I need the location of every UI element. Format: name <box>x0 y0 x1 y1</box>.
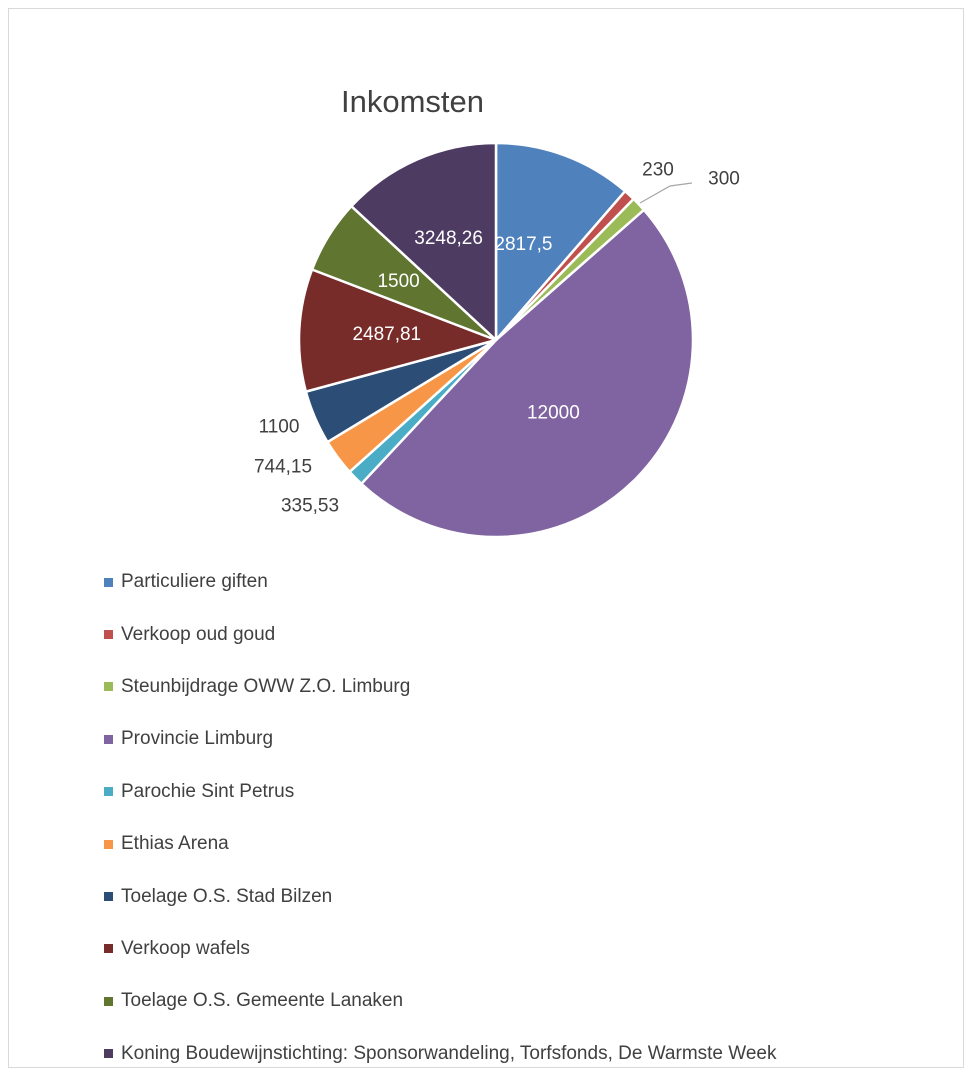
data-label-toelage-o-s-gemeente-lanaken: 1500 <box>377 271 419 292</box>
legend-item-toelage-o-s-stad-bilzen: Toelage O.S. Stad Bilzen <box>104 870 777 922</box>
pie-slice-koning-boudewijnstichting-sponsorwandeling-torfsfonds-de-warmste-week <box>350 141 498 342</box>
legend-swatch <box>104 1049 113 1059</box>
legend-swatch <box>104 839 113 849</box>
legend-swatch <box>104 630 113 640</box>
legend-label: Parochie Sint Petrus <box>121 780 295 802</box>
data-label-verkoop-wafels: 2487,81 <box>352 324 421 345</box>
legend-item-particuliere-giften: Particuliere giften <box>104 556 777 608</box>
legend-swatch <box>104 892 113 902</box>
legend-swatch <box>104 734 113 744</box>
leader-line-steunbijdrage-oww-z-o-limburg <box>639 182 693 204</box>
legend-item-toelage-o-s-gemeente-lanaken: Toelage O.S. Gemeente Lanaken <box>104 975 777 1027</box>
legend-swatch <box>104 682 113 692</box>
data-label-parochie-sint-petrus: 335,53 <box>281 496 339 517</box>
legend-label: Verkoop oud goud <box>121 623 276 645</box>
legend-label: Toelage O.S. Gemeente Lanaken <box>121 990 404 1012</box>
data-label-koning-boudewijnstichting-sponsorwandeling-torfsfonds-de-warmste-week: 3248,26 <box>414 228 483 249</box>
data-label-ethias-arena: 744,15 <box>254 457 312 478</box>
legend-label: Ethias Arena <box>121 833 229 855</box>
legend-label: Provincie Limburg <box>121 728 274 750</box>
data-label-toelage-o-s-stad-bilzen: 1100 <box>259 417 300 438</box>
legend-label: Particuliere giften <box>121 571 268 593</box>
legend-item-steunbijdrage-oww-z-o-limburg: Steunbijdrage OWW Z.O. Limburg <box>104 661 777 713</box>
chart-title: Inkomsten <box>340 84 484 119</box>
data-label-verkoop-oud-goud: 230 <box>642 160 674 181</box>
legend-item-ethias-arena: Ethias Arena <box>104 818 777 870</box>
pie-slice-particuliere-giften <box>494 141 627 342</box>
legend-label: Koning Boudewijnstichting: Sponsorwandel… <box>121 1042 777 1064</box>
legend-swatch <box>104 577 113 587</box>
legend-item-parochie-sint-petrus: Parochie Sint Petrus <box>104 766 777 818</box>
pie-slice-provincie-limburg <box>360 208 695 539</box>
legend-label: Steunbijdrage OWW Z.O. Limburg <box>121 675 411 697</box>
legend-swatch <box>104 787 113 797</box>
data-label-particuliere-giften: 2817,5 <box>494 234 552 255</box>
data-label-steunbijdrage-oww-z-o-limburg: 300 <box>708 169 740 190</box>
legend-swatch <box>104 996 113 1006</box>
legend-item-verkoop-oud-goud: Verkoop oud goud <box>104 608 777 660</box>
data-label-provincie-limburg: 12000 <box>527 402 580 423</box>
legend-item-provincie-limburg: Provincie Limburg <box>104 713 777 765</box>
legend-label: Toelage O.S. Stad Bilzen <box>121 885 333 907</box>
legend-swatch <box>104 944 113 954</box>
pie-slice-verkoop-wafels <box>297 268 498 393</box>
chart-legend: Particuliere giften Verkoop oud goud Steun… <box>104 556 777 1080</box>
legend-item-koning-boudewijnstichting-sponsorwandeling-torfsfonds-de-warmste-week: Koning Boudewijnstichting: Sponsorwandel… <box>104 1028 777 1080</box>
legend-label: Verkoop wafels <box>121 937 250 959</box>
legend-item-verkoop-wafels: Verkoop wafels <box>104 923 777 975</box>
pie-chart: 2817,5 230 300 12000 335,53 744,15 1100 2487,81… <box>254 141 740 539</box>
